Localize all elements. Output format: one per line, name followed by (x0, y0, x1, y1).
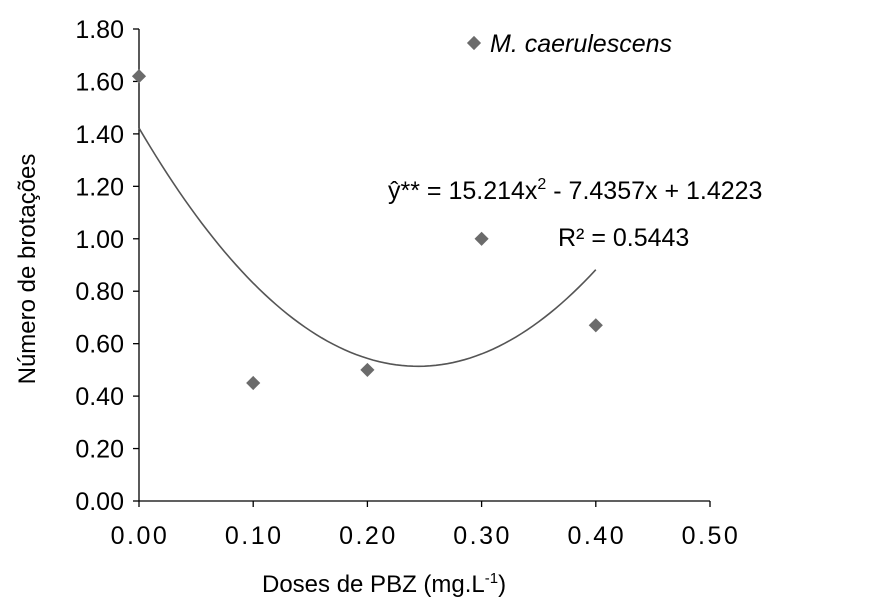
y-tick-label: 0.40 (75, 383, 124, 411)
legend-marker (466, 35, 482, 51)
y-tick-label: 1.80 (75, 16, 124, 44)
y-tick-label: 1.00 (75, 226, 124, 254)
trendline (138, 127, 597, 368)
y-tick-label: 1.60 (75, 68, 124, 96)
data-point (588, 318, 603, 333)
trend-r-squared: R² = 0.5443 (558, 224, 689, 252)
x-tick-label: 0.30 (453, 522, 512, 550)
x-axis-title-exponent: -1 (485, 570, 498, 587)
y-tick-label: 0.60 (75, 331, 124, 359)
trend-equation: ŷ** = 15.214x2 - 7.4357x + 1.4223 (388, 176, 762, 205)
data-point (360, 362, 375, 377)
y-axis-title: Número de brotações (14, 154, 41, 385)
y-axis-ticks: 0.00 0.20 0.40 0.60 0.80 1.00 1.20 1.40 1.60 1.80 (75, 16, 139, 516)
y-tick-label: 1.20 (75, 173, 124, 201)
y-tick-label: 0.20 (75, 436, 124, 464)
legend: M. caerulescens (466, 30, 672, 58)
x-tick-label: 0.10 (225, 522, 284, 550)
trend-equation-exponent: 2 (537, 176, 546, 193)
data-point (474, 231, 489, 246)
y-tick-label: 1.40 (75, 121, 124, 149)
trend-equation-suffix: - 7.4357x + 1.4223 (546, 177, 762, 205)
x-axis-title: Doses de PBZ (mg.L-1) (262, 570, 506, 598)
y-tick-label: 0.00 (75, 488, 124, 516)
x-axis-ticks: 0.00 0.10 0.20 0.30 0.40 0.50 (111, 501, 741, 550)
data-point (246, 375, 261, 391)
axes (138, 29, 710, 502)
x-tick-label: 0.00 (111, 522, 170, 550)
x-tick-label: 0.50 (682, 522, 741, 550)
x-tick-label: 0.40 (567, 522, 626, 550)
y-tick-label: 0.80 (75, 278, 124, 306)
data-points (131, 69, 603, 391)
x-tick-label: 0.20 (339, 522, 398, 550)
legend-label: M. caerulescens (490, 30, 672, 58)
x-axis-title-end: ) (498, 571, 506, 598)
